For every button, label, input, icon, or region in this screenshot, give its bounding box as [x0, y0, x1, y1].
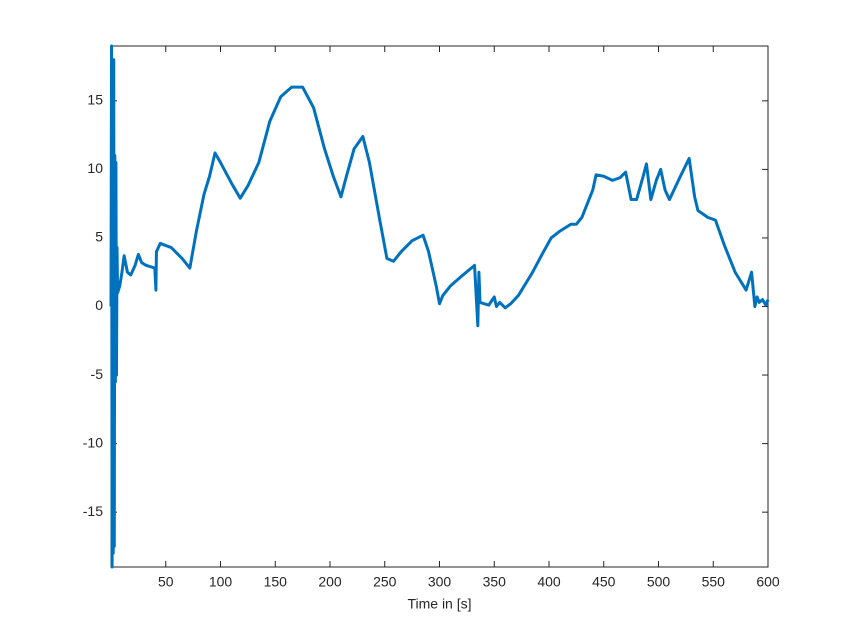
- x-tick-label: 400: [537, 574, 561, 590]
- x-tick-label: 300: [428, 574, 452, 590]
- x-tick-label: 50: [158, 574, 174, 590]
- x-tick-label: 600: [756, 574, 780, 590]
- x-tick-label: 100: [209, 574, 233, 590]
- x-tick-label: 250: [373, 574, 397, 590]
- x-tick-label: 450: [592, 574, 616, 590]
- x-tick-label: 150: [264, 574, 288, 590]
- y-tick-label: 0: [95, 297, 103, 313]
- y-tick-label: -15: [83, 503, 103, 519]
- x-tick-label: 350: [483, 574, 507, 590]
- y-tick-label: -5: [91, 366, 104, 382]
- y-tick-label: 5: [95, 229, 103, 245]
- x-tick-label: 500: [647, 574, 671, 590]
- x-axis-label: Time in [s]: [407, 596, 471, 612]
- axes-box: [110, 45, 769, 568]
- data-line: [109, 44, 770, 569]
- y-tick-label: -10: [83, 434, 103, 450]
- y-tick-label: 15: [87, 92, 103, 108]
- x-tick-label: 550: [702, 574, 726, 590]
- y-tick-label: 10: [87, 160, 103, 176]
- x-tick-label: 200: [318, 574, 342, 590]
